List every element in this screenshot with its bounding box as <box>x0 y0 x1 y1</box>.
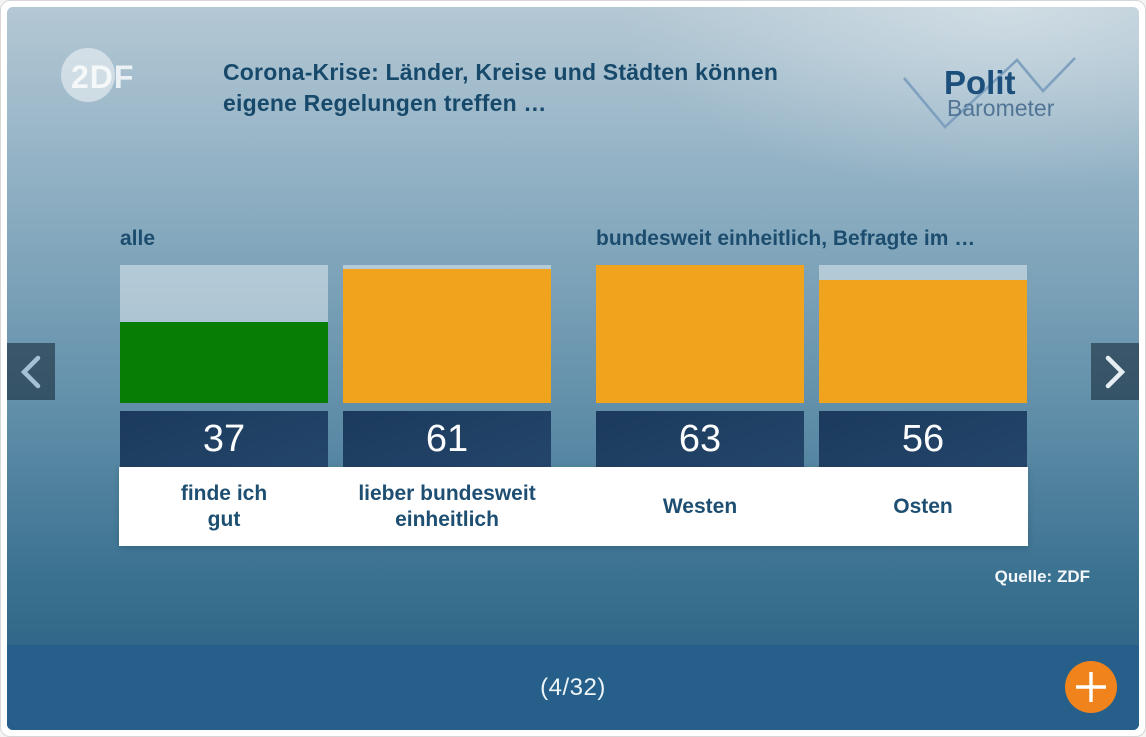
zigzag-line-icon <box>903 57 1076 129</box>
category-label-line: finde ich <box>180 481 268 505</box>
next-slide-button[interactable] <box>1091 343 1139 400</box>
page-title-line2: eigene Regelungen treffen … <box>223 90 547 116</box>
bar-fill <box>819 280 1027 403</box>
category-label-line: Osten <box>893 494 953 518</box>
politbarometer-logo: Polit Barometer <box>903 57 1076 129</box>
category-label: Osten <box>819 467 1027 546</box>
bar-track <box>596 265 804 403</box>
category-label-line: gut <box>207 507 241 531</box>
group-label-bundesweit: bundesweit einheitlich, Befragte im … <box>596 227 976 250</box>
category-label: Westen <box>596 467 804 546</box>
bar-value: 61 <box>343 411 551 467</box>
page-title: Corona-Krise: Länder, Kreise und Städten… <box>223 57 883 119</box>
bar-value: 63 <box>596 411 804 467</box>
category-label-line: lieber bundesweit <box>358 481 536 505</box>
bar-track <box>343 265 551 403</box>
page-indicator: (4/32) <box>540 673 606 701</box>
category-label-band <box>119 467 1028 546</box>
group-label-alle: alle <box>120 227 156 250</box>
barometer-logo-text: Barometer <box>947 95 1055 121</box>
category-label-line: Westen <box>662 494 738 518</box>
add-button[interactable] <box>1065 661 1117 713</box>
plus-icon <box>1076 672 1106 702</box>
category-label: lieber bundesweit einheitlich <box>343 467 551 546</box>
slide-canvas: 2DF Corona-Krise: Länder, Kreise und Stä… <box>7 7 1139 730</box>
bar-fill <box>120 321 328 403</box>
source-credit: Quelle: ZDF <box>994 567 1090 586</box>
bar-value: 56 <box>819 411 1027 467</box>
bar-track <box>120 265 328 403</box>
polit-logo-text: Polit <box>944 64 1016 101</box>
zdf-logo-text: 2DF <box>71 59 134 95</box>
bar-track <box>819 265 1027 403</box>
bar-value: 37 <box>120 411 328 467</box>
footer-bar: (4/32) <box>7 645 1139 730</box>
zdf-logo-icon: 2DF <box>61 48 134 102</box>
chevron-left-icon <box>20 355 41 388</box>
chevron-right-icon <box>1105 355 1126 388</box>
prev-slide-button[interactable] <box>7 343 55 400</box>
category-label-line: einheitlich <box>395 507 499 531</box>
bar-fill <box>596 265 804 403</box>
category-label: finde ich gut <box>120 467 328 546</box>
page-title-line1: Corona-Krise: Länder, Kreise und Städten… <box>223 59 779 85</box>
bar-fill <box>343 269 551 403</box>
